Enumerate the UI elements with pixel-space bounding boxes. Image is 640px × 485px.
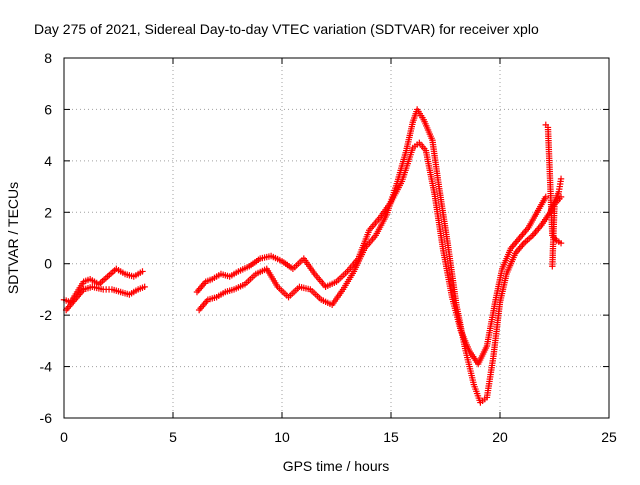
x-tick-label: 10 [274, 429, 290, 445]
chart-title: Day 275 of 2021, Sidereal Day-to-day VTE… [34, 21, 539, 37]
x-tick-label: 0 [60, 429, 68, 445]
data-point [542, 193, 549, 201]
x-tick-label: 25 [601, 429, 617, 445]
y-tick-label: 8 [44, 50, 52, 66]
y-tick-label: -4 [40, 359, 53, 375]
data-point [557, 175, 565, 183]
y-tick-label: 2 [44, 204, 52, 220]
points-layer [60, 106, 565, 406]
ticks-layer: 0 5 10 15 20 25 -6 -4 -2 0 2 4 6 8 [40, 50, 617, 445]
x-axis-label: GPS time / hours [283, 458, 390, 474]
y-axis-label: SDTVAR / TECUs [5, 182, 21, 294]
data-point [557, 239, 565, 247]
plot-border [63, 57, 610, 419]
y-tick-label: -2 [40, 307, 53, 323]
y-tick-label: -6 [40, 410, 53, 426]
x-tick-label: 20 [492, 429, 508, 445]
data-point [557, 193, 565, 201]
data-point [139, 268, 146, 275]
data-point [141, 283, 148, 291]
x-tick-label: 15 [383, 429, 399, 445]
y-tick-label: 4 [44, 153, 52, 169]
y-tick-label: 0 [44, 256, 52, 272]
x-tick-label: 5 [169, 429, 177, 445]
grid-layer [64, 58, 609, 418]
y-tick-label: 6 [44, 101, 52, 117]
